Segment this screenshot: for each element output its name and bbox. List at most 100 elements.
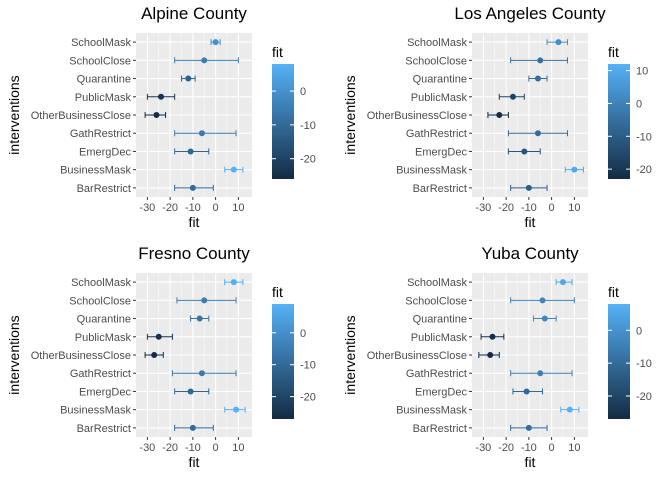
legend-tick-label: 0 <box>300 328 306 340</box>
data-point <box>201 297 208 304</box>
y-tick-label: SchoolClose <box>69 295 131 307</box>
data-point <box>559 279 566 286</box>
y-tick-label: PublicMask <box>411 332 468 344</box>
data-point <box>201 57 208 64</box>
x-tick-label: -20 <box>498 442 514 454</box>
y-tick-label: SchoolClose <box>405 55 467 67</box>
data-point <box>153 112 160 118</box>
x-tick-label: -20 <box>162 202 178 214</box>
data-point <box>489 333 496 340</box>
y-tick-label: EmergDec <box>415 146 467 158</box>
data-point <box>521 148 528 155</box>
data-point <box>537 370 544 377</box>
data-point <box>539 297 546 304</box>
x-tick-label: 10 <box>568 442 580 454</box>
data-point <box>189 184 196 191</box>
chart-panel: -30 -20 -10 0 10 SchoolMask SchoolClose Quarant… <box>0 0 336 240</box>
y-tick-label: OtherBusinessClose <box>31 350 131 362</box>
x-tick-label: -10 <box>185 442 201 454</box>
legend-title: fit <box>608 44 619 60</box>
data-point <box>155 333 162 340</box>
y-tick-label: Quarantine <box>77 314 131 326</box>
y-tick-label: PublicMask <box>75 92 132 104</box>
y-tick-label: OtherBusinessClose <box>367 350 467 362</box>
y-axis-label: interventions <box>6 315 22 395</box>
y-tick-label: BusinessMask <box>60 165 131 177</box>
y-tick-label: SchoolClose <box>69 55 131 67</box>
x-tick-label: 10 <box>568 202 580 214</box>
data-point <box>196 315 203 322</box>
data-point <box>571 166 578 173</box>
chart-title: Alpine County <box>141 4 247 23</box>
y-tick-label: EmergDec <box>79 386 131 398</box>
chart-svg: -30 -20 -10 0 10 SchoolMask SchoolClose Quarant… <box>367 33 652 214</box>
y-axis-label: interventions <box>6 75 22 155</box>
y-tick-label: EmergDec <box>79 146 131 158</box>
legend-tick-label: -10 <box>300 120 316 132</box>
y-tick-label: SchoolClose <box>405 295 467 307</box>
y-tick-label: Quarantine <box>77 74 131 86</box>
data-point <box>509 93 516 100</box>
y-tick-label: EmergDec <box>415 386 467 398</box>
x-axis-label: fit <box>524 454 536 470</box>
x-axis-label: fit <box>524 214 536 230</box>
legend-title: fit <box>272 44 283 60</box>
data-point <box>487 352 494 358</box>
x-tick-label: -20 <box>162 442 178 454</box>
x-tick-label: -10 <box>521 202 537 214</box>
legend-tick-label: -20 <box>636 164 652 176</box>
x-tick-label: 10 <box>232 202 244 214</box>
chart-panel: -30 -20 -10 0 10 SchoolMask SchoolClose Quarant… <box>336 240 672 480</box>
x-tick-label: -10 <box>521 442 537 454</box>
chart-panel: -30 -20 -10 0 10 SchoolMask SchoolClose Quarant… <box>336 0 672 240</box>
y-tick-label: OtherBusinessClose <box>31 110 131 122</box>
legend-tick-label: 0 <box>636 325 642 337</box>
y-axis-label: interventions <box>342 75 358 155</box>
data-point <box>525 424 532 431</box>
data-point <box>151 352 158 358</box>
y-tick-label: OtherBusinessClose <box>367 110 467 122</box>
legend-tick-label: -10 <box>636 358 652 370</box>
data-point <box>537 57 544 64</box>
legend-tick-label: -20 <box>300 392 316 404</box>
data-point <box>187 148 194 155</box>
x-axis-label: fit <box>188 454 200 470</box>
legend-tick-label: 10 <box>636 66 648 78</box>
y-tick-label: GathRestrict <box>70 128 131 140</box>
legend-tick-label: 0 <box>300 86 306 98</box>
y-tick-label: PublicMask <box>75 332 132 344</box>
data-point <box>555 39 562 46</box>
y-tick-label: SchoolMask <box>407 277 467 289</box>
y-tick-label: BusinessMask <box>396 405 467 417</box>
y-tick-label: BarRestrict <box>77 423 131 435</box>
y-tick-label: SchoolMask <box>71 277 131 289</box>
legend-tick-label: -10 <box>636 131 652 143</box>
data-point <box>189 424 196 431</box>
data-point <box>230 166 237 173</box>
x-tick-label: -30 <box>139 442 155 454</box>
x-tick-label: 0 <box>549 202 555 214</box>
x-tick-label: -30 <box>475 202 491 214</box>
y-tick-label: BarRestrict <box>413 423 467 435</box>
x-tick-label: -30 <box>139 202 155 214</box>
y-tick-label: GathRestrict <box>406 128 467 140</box>
x-tick-label: -10 <box>185 202 201 214</box>
y-tick-label: SchoolMask <box>407 37 467 49</box>
x-tick-label: 0 <box>213 202 219 214</box>
data-point <box>496 112 503 118</box>
x-tick-label: -30 <box>475 442 491 454</box>
legend-colorbar <box>272 64 294 179</box>
y-tick-label: BusinessMask <box>396 165 467 177</box>
data-point <box>212 39 219 46</box>
chart-title: Fresno County <box>138 244 250 263</box>
legend-colorbar <box>272 304 294 419</box>
chart-svg: -30 -20 -10 0 10 SchoolMask SchoolClose Quarant… <box>367 273 652 454</box>
y-tick-label: GathRestrict <box>406 368 467 380</box>
x-tick-label: 0 <box>213 442 219 454</box>
legend-tick-label: -10 <box>300 360 316 372</box>
chart-title: Yuba County <box>481 244 579 263</box>
legend-tick-label: -20 <box>300 154 316 166</box>
y-tick-label: Quarantine <box>413 74 467 86</box>
data-point <box>566 406 573 413</box>
